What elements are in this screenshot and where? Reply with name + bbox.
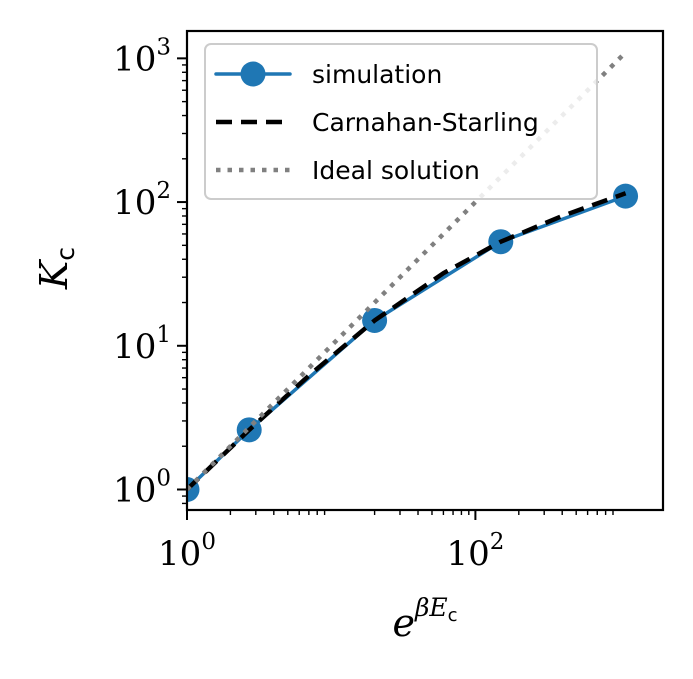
y-tick-label: 102 [113, 178, 171, 223]
x-tick-label: 100 [158, 529, 216, 574]
x-axis-label-exp-sub: c [448, 605, 458, 626]
y-axis-label-sub: c [51, 247, 80, 261]
y-axis-label: Kc [32, 247, 80, 290]
y-axis-label-main: K [32, 258, 76, 290]
x-axis-label: eβEc [392, 593, 457, 645]
y-tick-label: 101 [113, 322, 171, 367]
y-axis-ticks: 100 101 102 103 [113, 34, 187, 510]
legend-marker [240, 61, 266, 87]
legend-label-ideal-solution: Ideal solution [312, 156, 480, 185]
y-tick-label: 103 [113, 34, 171, 79]
x-axis-label-exp: βE [414, 593, 448, 622]
y-tick-label: 100 [113, 465, 171, 510]
legend-box [204, 43, 598, 200]
x-axis-label-base: e [392, 601, 415, 645]
plot-lines [187, 50, 639, 502]
legend: simulation Carnahan-Starling Ideal solutio… [204, 43, 598, 200]
series-line-carnahan-starling [187, 191, 627, 492]
series-line-simulation [187, 194, 628, 492]
x-tick-label: 102 [446, 529, 504, 574]
plot-frame [185, 29, 665, 512]
data-point [613, 183, 639, 209]
x-axis-ticks: 100 102 [158, 510, 614, 574]
legend-label-carnahan-starling: Carnahan-Starling [312, 108, 539, 137]
legend-label-simulation: simulation [312, 60, 442, 89]
